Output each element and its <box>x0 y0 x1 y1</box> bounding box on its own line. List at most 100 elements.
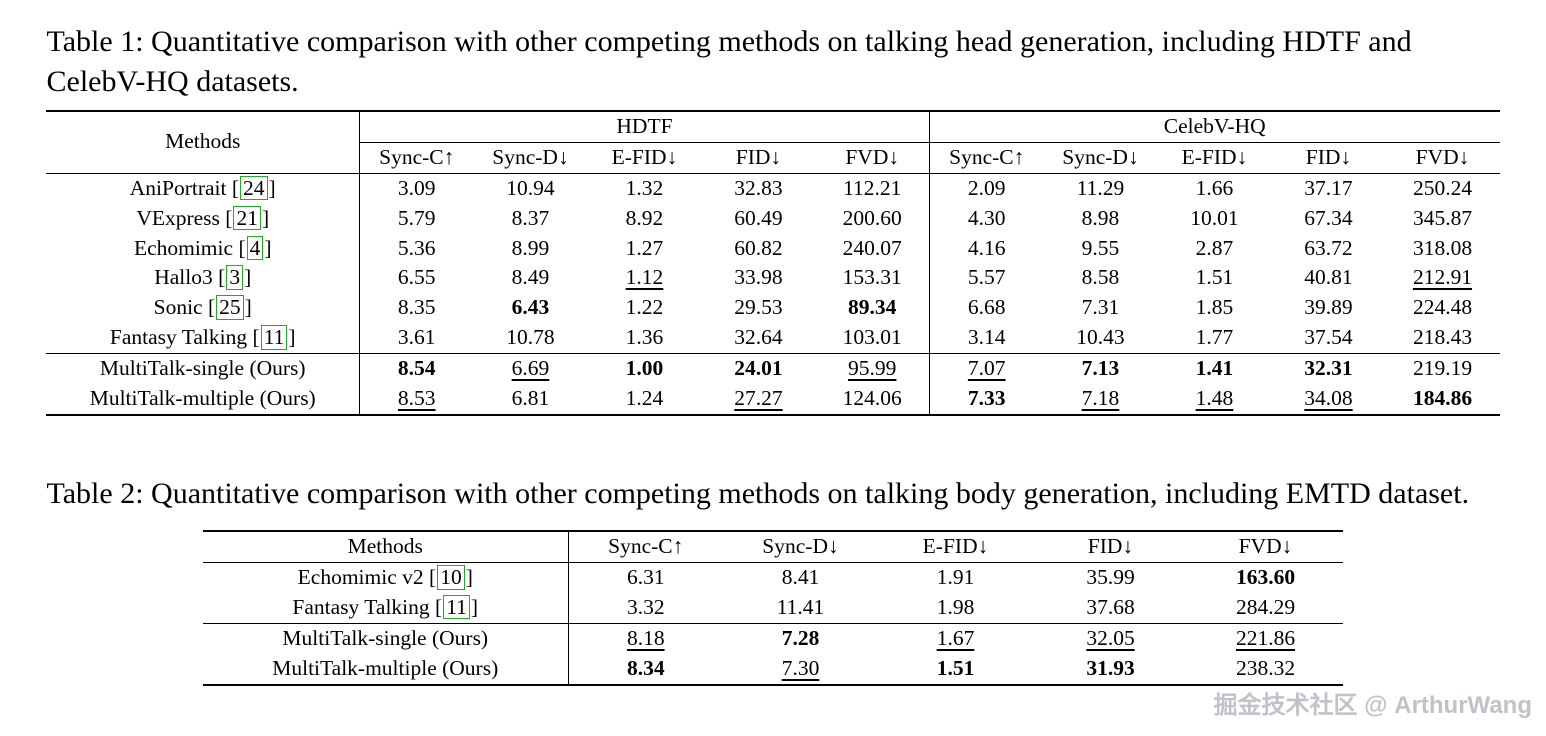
method-cell: Sonic [25] <box>153 295 252 320</box>
table2: Methods Sync-C↑ Sync-D↓ E-FID↓ FID↓ FVD↓ Echom… <box>203 530 1343 686</box>
method-cell: Fantasy Talking [11] <box>292 594 479 620</box>
value-text: 6.68 <box>967 295 1006 320</box>
value-cell: 6.43 <box>473 293 587 323</box>
value-text: 37.68 <box>1086 594 1135 619</box>
value-text: 284.29 <box>1235 594 1296 619</box>
value-text: 67.34 <box>1304 205 1353 230</box>
value-cell: 37.17 <box>1271 173 1385 203</box>
value-text: 11.41 <box>776 594 825 619</box>
table1-caption-text: Table 1: Quantitative comparison with ot… <box>46 25 1412 98</box>
table-row: MultiTalk-single (Ours) 8.18 7.28 1.67 32.05… <box>203 622 1343 654</box>
method-label: MultiTalk-multiple (Ours) <box>272 655 499 680</box>
value-text: 224.48 <box>1412 295 1473 320</box>
value-text: 240.07 <box>842 235 902 260</box>
value-text: 5.36 <box>397 235 436 260</box>
value-cell: 6.81 <box>473 384 587 415</box>
value-cell: 1.91 <box>878 562 1033 592</box>
method-label: MultiTalk-multiple (Ours) <box>89 386 316 411</box>
metric-header: Sync-C↑ <box>358 142 474 174</box>
value-cell: 31.93 <box>1033 654 1188 685</box>
method-label: MultiTalk-single (Ours) <box>282 625 489 650</box>
value-text: 1.51 <box>936 655 975 680</box>
value-text: 3.61 <box>397 325 436 350</box>
value-cell: 8.35 <box>358 293 474 324</box>
metric-header: Sync-C↑ <box>567 531 723 563</box>
value-cell: 6.69 <box>473 353 588 385</box>
value-cell: 345.87 <box>1385 204 1499 234</box>
value-text: 8.99 <box>511 235 550 260</box>
value-text: 1.41 <box>1195 356 1234 381</box>
citation-link[interactable]: 11 <box>443 594 470 620</box>
value-text: 32.64 <box>734 325 783 350</box>
value-cell: 60.82 <box>701 234 815 264</box>
citation-link[interactable]: 3 <box>226 265 244 291</box>
value-text: 32.31 <box>1304 356 1353 381</box>
table-row: Hallo3 [3] 6.55 8.49 1.12 33.98 153.31 5.57 8.5… <box>46 263 1499 294</box>
value-cell: 1.00 <box>587 353 702 385</box>
value-text: 6.69 <box>511 356 550 381</box>
value-cell: 103.01 <box>815 323 929 353</box>
value-cell: 153.31 <box>815 263 929 293</box>
value-cell: 212.91 <box>1385 263 1499 293</box>
value-cell: 163.60 <box>1188 562 1343 592</box>
value-text: 27.27 <box>734 386 783 411</box>
table1: Methods HDTF CelebV-HQ Sync-C↑ Sync-D↓ E-FID↓… <box>46 109 1500 417</box>
value-text: 39.89 <box>1304 295 1353 320</box>
value-cell: 1.12 <box>587 263 701 293</box>
citation-link[interactable]: 11 <box>260 325 288 350</box>
metric-header: E-FID↓ <box>878 531 1033 563</box>
value-cell: 1.32 <box>587 173 701 203</box>
value-text: 7.13 <box>1081 356 1120 381</box>
value-cell: 1.41 <box>1157 353 1272 385</box>
value-text: 35.99 <box>1086 564 1135 589</box>
value-cell: 6.68 <box>928 293 1044 324</box>
watermark: 掘金技术社区 @ ArthurWang <box>1213 692 1533 719</box>
value-text: 7.18 <box>1081 386 1120 411</box>
value-text: 29.53 <box>734 295 783 320</box>
value-cell: 32.05 <box>1033 622 1188 654</box>
value-cell: 35.99 <box>1033 562 1188 592</box>
citation-link[interactable]: 25 <box>216 295 244 320</box>
metric-header: FVD↓ <box>1188 531 1343 563</box>
value-cell: 124.06 <box>815 384 929 415</box>
value-cell: 8.58 <box>1043 263 1157 293</box>
value-cell: 11.41 <box>723 593 878 623</box>
value-cell: 8.18 <box>567 622 723 654</box>
value-cell: 1.48 <box>1157 384 1271 415</box>
value-cell: 10.43 <box>1043 323 1157 353</box>
value-cell: 250.24 <box>1385 173 1499 203</box>
table1-caption: Table 1: Quantitative comparison with ot… <box>47 0 1500 102</box>
value-cell: 5.57 <box>928 263 1044 294</box>
value-text: 1.51 <box>1195 265 1234 290</box>
method-cell: AniPortrait [24] <box>129 175 276 201</box>
citation-link[interactable]: 24 <box>240 175 268 201</box>
value-text: 2.87 <box>1195 235 1234 260</box>
value-cell: 8.98 <box>1043 204 1157 234</box>
value-text: 1.32 <box>625 175 664 200</box>
method-cell: Echomimic v2 [10] <box>297 564 473 590</box>
metric-header: FVD↓ <box>1385 142 1500 174</box>
value-text: 32.83 <box>734 175 783 200</box>
value-text: 1.00 <box>625 356 664 381</box>
value-text: 3.09 <box>397 175 436 200</box>
value-cell: 1.51 <box>1157 263 1271 293</box>
value-cell: 8.41 <box>723 562 878 592</box>
value-cell: 33.98 <box>701 263 815 293</box>
method-cell: Hallo3 [3] <box>154 265 252 291</box>
value-text: 1.48 <box>1195 386 1234 411</box>
value-text: 2.09 <box>967 175 1006 200</box>
value-cell: 218.43 <box>1385 323 1499 353</box>
header-row-metrics: Methods Sync-C↑ Sync-D↓ E-FID↓ FID↓ FVD↓ <box>203 531 1343 563</box>
citation-link[interactable]: 4 <box>246 235 264 261</box>
method-cell: Echomimic [4] <box>133 235 272 261</box>
value-cell: 32.83 <box>701 173 815 203</box>
value-cell: 8.49 <box>473 263 587 293</box>
value-text: 221.86 <box>1235 625 1296 650</box>
value-text: 60.49 <box>734 205 783 230</box>
citation-link[interactable]: 21 <box>233 205 261 231</box>
citation-link[interactable]: 10 <box>437 564 465 590</box>
value-text: 10.01 <box>1190 205 1239 230</box>
value-text: 250.24 <box>1412 175 1473 200</box>
value-cell: 284.29 <box>1188 593 1343 623</box>
value-text: 89.34 <box>848 295 897 320</box>
